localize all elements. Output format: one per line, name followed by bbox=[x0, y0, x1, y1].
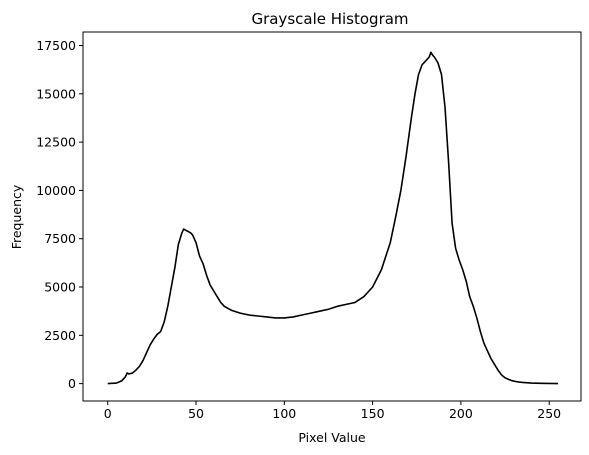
x-axis-label: Pixel Value bbox=[298, 430, 366, 445]
x-tick-label: 50 bbox=[188, 406, 204, 421]
x-tick-label: 150 bbox=[361, 406, 385, 421]
y-axis-label: Frequency bbox=[9, 184, 24, 249]
y-tick-label: 5000 bbox=[44, 280, 76, 295]
x-axis: 0 50 100 150 200 250 bbox=[104, 401, 561, 421]
histogram-line bbox=[107, 51, 559, 385]
y-tick-label: 10000 bbox=[36, 183, 76, 198]
chart-title: Grayscale Histogram bbox=[251, 10, 408, 28]
y-tick-label: 7500 bbox=[44, 231, 76, 246]
x-tick-label: 100 bbox=[272, 406, 296, 421]
y-axis: 0 2500 5000 7500 10000 12500 15000 17500 bbox=[36, 38, 83, 391]
y-tick-label: 15000 bbox=[36, 86, 76, 101]
y-tick-label: 2500 bbox=[44, 328, 76, 343]
y-tick-label: 17500 bbox=[36, 38, 76, 53]
x-tick-label: 0 bbox=[104, 406, 112, 421]
y-tick-label: 0 bbox=[68, 376, 76, 391]
y-tick-label: 12500 bbox=[36, 135, 76, 150]
plot-frame bbox=[82, 31, 582, 402]
x-tick-label: 200 bbox=[449, 406, 473, 421]
x-tick-label: 250 bbox=[537, 406, 561, 421]
